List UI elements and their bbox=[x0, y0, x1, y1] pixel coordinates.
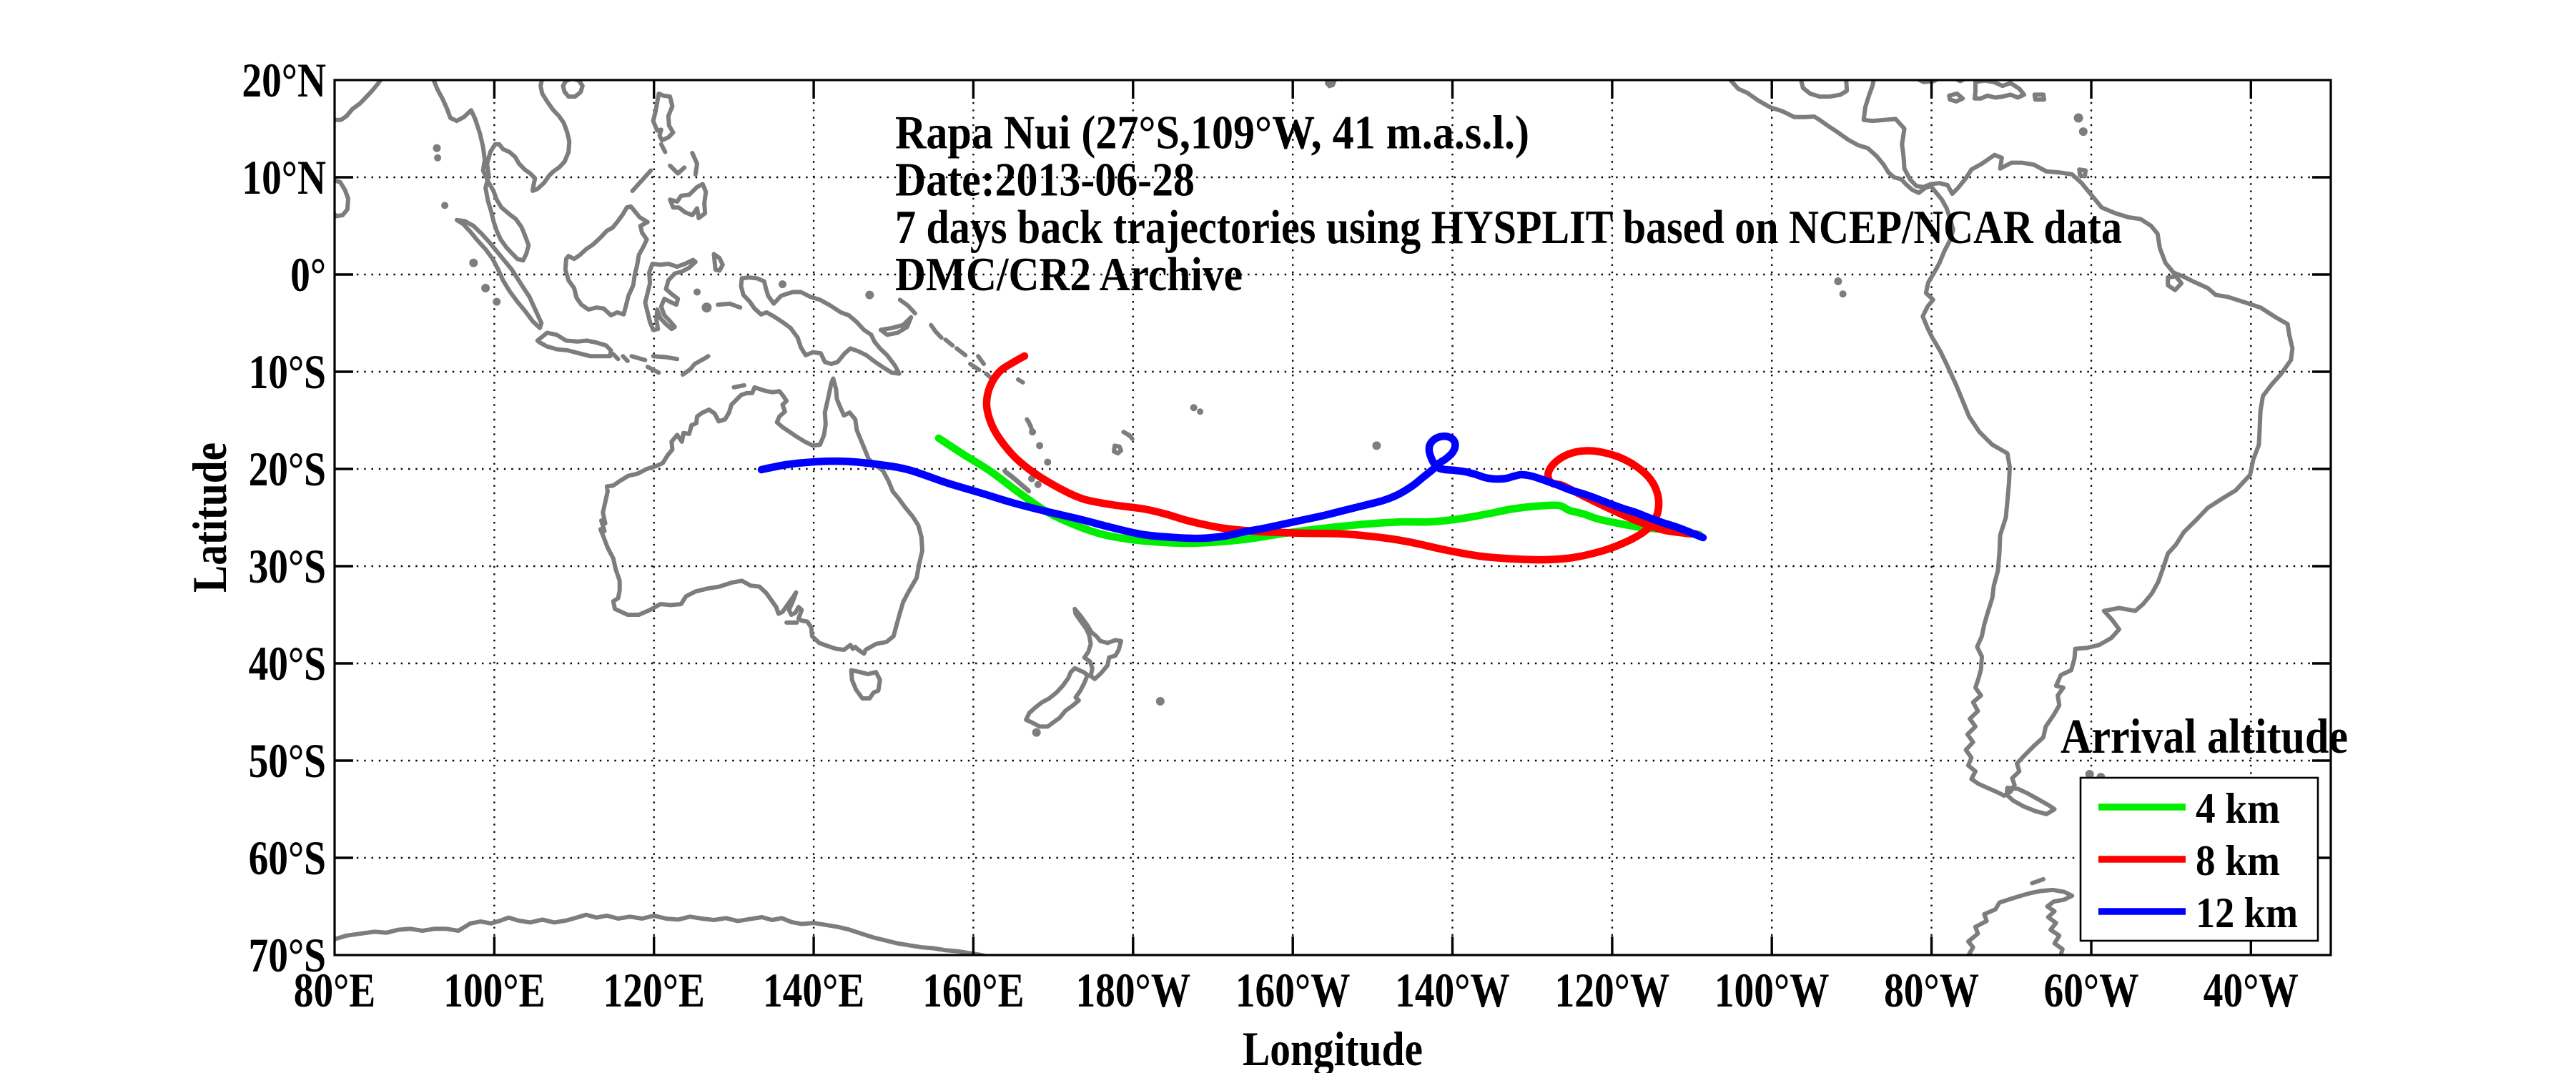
svg-text:12 km: 12 km bbox=[2196, 889, 2298, 936]
svg-text:0°: 0° bbox=[290, 247, 326, 302]
svg-text:180°W: 180°W bbox=[1075, 963, 1190, 1017]
svg-text:100°E: 100°E bbox=[443, 963, 545, 1017]
svg-text:40°W: 40°W bbox=[2204, 963, 2299, 1017]
svg-text:20°S: 20°S bbox=[249, 442, 326, 496]
svg-text:30°S: 30°S bbox=[249, 539, 326, 593]
svg-text:80°E: 80°E bbox=[294, 963, 376, 1017]
svg-text:4 km: 4 km bbox=[2196, 785, 2280, 832]
svg-text:Arrival altitude: Arrival altitude bbox=[2061, 709, 2348, 763]
svg-text:160°E: 160°E bbox=[922, 963, 1024, 1017]
svg-text:50°S: 50°S bbox=[249, 733, 326, 788]
svg-text:140°W: 140°W bbox=[1395, 963, 1510, 1017]
svg-text:10°N: 10°N bbox=[242, 150, 326, 204]
svg-text:160°W: 160°W bbox=[1235, 963, 1351, 1017]
svg-text:60°S: 60°S bbox=[249, 831, 326, 885]
svg-text:Longitude: Longitude bbox=[1243, 1022, 1423, 1073]
svg-text:60°W: 60°W bbox=[2044, 963, 2139, 1017]
svg-text:70°S: 70°S bbox=[249, 928, 326, 982]
svg-text:120°W: 120°W bbox=[1555, 963, 1670, 1017]
svg-text:40°S: 40°S bbox=[249, 636, 326, 691]
svg-text:80°W: 80°W bbox=[1884, 963, 1979, 1017]
svg-text:100°W: 100°W bbox=[1714, 963, 1830, 1017]
svg-text:Date:2013-06-28: Date:2013-06-28 bbox=[895, 154, 1195, 207]
svg-text:7 days back trajectories using: 7 days back trajectories using HYSPLIT b… bbox=[895, 201, 2122, 254]
svg-text:DMC/CR2 Archive: DMC/CR2 Archive bbox=[895, 248, 1243, 301]
svg-text:120°E: 120°E bbox=[603, 963, 705, 1017]
svg-text:Rapa Nui (27°S,109°W, 41 m.a.s: Rapa Nui (27°S,109°W, 41 m.a.s.l.) bbox=[895, 107, 1529, 159]
svg-text:8 km: 8 km bbox=[2196, 837, 2280, 884]
svg-text:140°E: 140°E bbox=[763, 963, 864, 1017]
svg-text:20°N: 20°N bbox=[242, 53, 326, 107]
svg-text:10°S: 10°S bbox=[249, 345, 326, 399]
svg-text:Latitude: Latitude bbox=[182, 442, 237, 593]
